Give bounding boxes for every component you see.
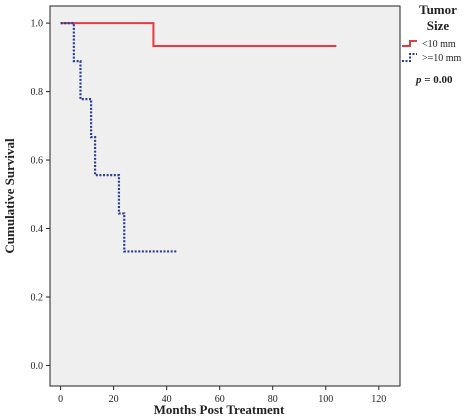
series-line-large-tumor	[60, 22, 178, 253]
series-line-small-tumor	[60, 22, 337, 48]
y-tick-label: 0.8	[31, 87, 44, 98]
legend-label-small-tumor: <10 mm	[422, 39, 456, 50]
y-tick-label: 0.2	[31, 292, 44, 303]
x-tick-label: 20	[109, 394, 119, 405]
legend-title-line-1: Tumor	[419, 2, 457, 17]
legend-label-large-tumor: >=10 mm	[422, 53, 462, 64]
x-axis-ticks: 0 20 40 60 80 100 120	[58, 386, 386, 405]
legend-swatch-small-tumor	[402, 40, 417, 47]
x-tick-label: 60	[215, 394, 225, 405]
y-tick-label: 0.6	[31, 156, 44, 167]
series-layer	[60, 22, 337, 253]
x-tick-label: 40	[162, 394, 172, 405]
y-tick-label: 1.0	[31, 19, 44, 30]
legend-swatch-large-tumor	[402, 53, 417, 62]
x-axis-title: Months Post Treatment	[154, 402, 285, 417]
y-tick-label: 0.4	[31, 224, 44, 235]
y-axis-ticks: 0.0 0.2 0.4 0.6 0.8 1.0	[31, 19, 50, 372]
p-value-number: = 0.00	[424, 74, 453, 86]
p-value-text: p = 0.00	[415, 74, 453, 86]
x-tick-label: 120	[371, 394, 386, 405]
x-tick-label: 100	[318, 394, 333, 405]
legend: Tumor Size <10 mm >=10 mm p = 0.00	[402, 2, 462, 86]
x-tick-label: 0	[58, 394, 63, 405]
x-tick-label: 80	[268, 394, 278, 405]
plot-background	[49, 5, 401, 387]
y-axis-title: Cumulative Survival	[2, 138, 17, 254]
legend-title-line-2: Size	[427, 18, 450, 33]
p-value-symbol: p	[415, 74, 422, 86]
y-tick-label: 0.0	[31, 361, 44, 372]
